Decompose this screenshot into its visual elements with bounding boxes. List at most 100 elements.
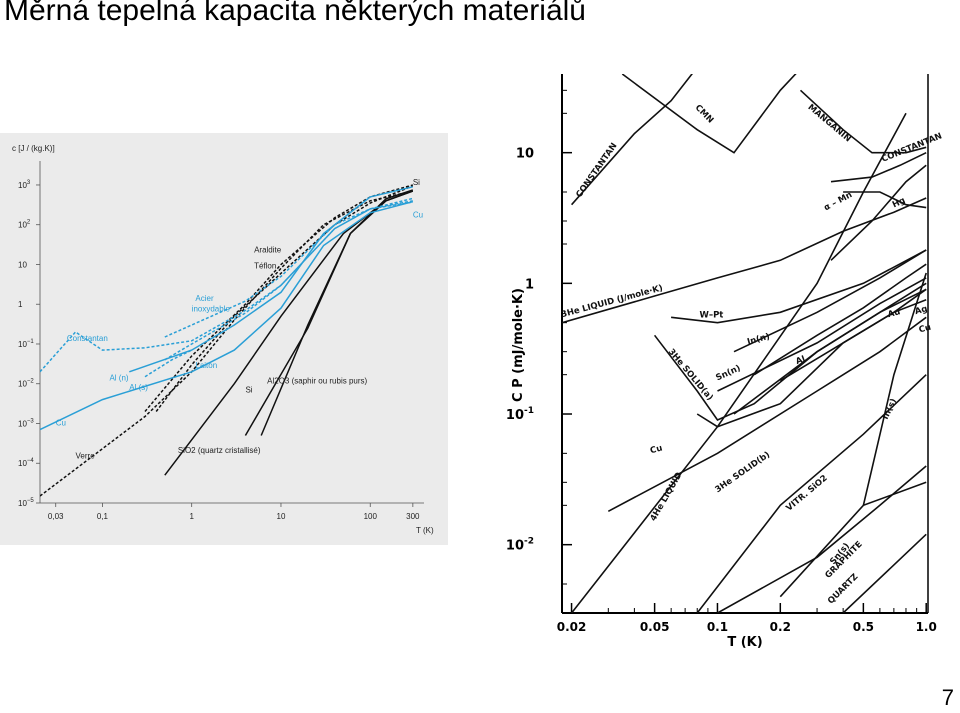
left-y-tick-label: 10−4 xyxy=(18,458,34,468)
right-series-vitr-sio2 xyxy=(696,374,927,613)
right-label-hg: Hg xyxy=(891,196,907,211)
right-series-3he-solid-a xyxy=(653,288,927,421)
left-x-tick-label: 1 xyxy=(189,512,194,521)
left-label-sio2-quartz-cristallise: SiO2 (quartz cristallisé) xyxy=(178,446,261,455)
right-label-3he-solid-a: 3He SOLID(a) xyxy=(666,347,715,403)
right-x-tick-label: 0.02 xyxy=(557,620,587,634)
left-series-teflon xyxy=(155,185,414,412)
right-label-cu: Cu xyxy=(649,443,663,456)
right-x-tick-label: 0.5 xyxy=(853,620,874,634)
right-series-sn-s xyxy=(779,481,927,598)
right-label-in-s: In(s) xyxy=(881,397,899,421)
left-series-constantan xyxy=(40,200,413,373)
left-x-tick-label: 100 xyxy=(364,512,378,521)
left-series-acier-inoxydable xyxy=(164,197,413,338)
right-label-3he-liquid-j-mole-k: 3He LIQUID (J/mole·K) xyxy=(560,283,664,320)
left-series-verre xyxy=(40,190,413,497)
left-label-constantan: Constantan xyxy=(67,334,108,343)
right-label-in-n: In(n) xyxy=(746,332,771,348)
left-y-tick-label: 102 xyxy=(18,220,31,230)
right-series-w-pt xyxy=(671,249,927,324)
left-x-axis-label: T (K) xyxy=(416,526,434,535)
left-series-al-s xyxy=(144,349,193,378)
slide-title: Měrná tepelná kapacita některých materiá… xyxy=(4,0,586,27)
right-series-cu xyxy=(607,316,927,513)
right-series-3he-liquid-j-mole-k xyxy=(562,197,927,324)
right-label-au: Au xyxy=(887,307,902,320)
right-label-quartz: QUARTZ xyxy=(826,572,860,606)
left-series-sio2-quartz-cristallise xyxy=(164,190,414,476)
right-series-4he-liquid xyxy=(570,112,907,613)
right-x-tick-label: 0.05 xyxy=(640,620,670,634)
right-y-tick-label: 10-1 xyxy=(506,406,534,423)
right-label-3he-solid-b: 3He SOLID(b) xyxy=(713,450,772,495)
page-number: 7 xyxy=(941,685,954,710)
right-label-manganin: MANGANIN xyxy=(806,103,853,145)
right-y-tick-label: 10 xyxy=(516,147,534,162)
right-series-mn xyxy=(843,191,927,209)
left-y-tick-label: 1 xyxy=(18,300,23,309)
right-series-au xyxy=(753,263,927,376)
right-x-tick-label: 0.1 xyxy=(707,620,728,634)
right-series-cmn xyxy=(621,74,797,154)
right-series-in-s xyxy=(862,272,927,506)
right-label-cmn: CMN xyxy=(693,103,715,125)
right-label-constantan: CONSTANTAN xyxy=(880,131,943,164)
left-label-al-s: Al (s) xyxy=(129,383,148,392)
right-label-ag: Ag xyxy=(914,304,929,317)
left-label-si: Si xyxy=(413,178,420,187)
left-y-tick-label: 10 xyxy=(18,260,27,269)
left-label-teflon: Téflon xyxy=(254,261,276,270)
right-series-quartz xyxy=(842,533,927,613)
right-series-sn-n xyxy=(717,277,927,392)
right-label-sn-s: Sn(s) xyxy=(828,541,852,567)
right-y-tick-label: 10-2 xyxy=(506,537,534,554)
right-series-constantan-right xyxy=(830,151,927,183)
left-y-tick-label: 10−3 xyxy=(18,418,34,428)
left-x-tick-label: 0,1 xyxy=(97,512,109,521)
left-series-al-n xyxy=(129,186,413,373)
right-label-4he-liquid: 4He LIQUID xyxy=(649,471,685,523)
left-x-tick-label: 0,03 xyxy=(48,512,64,521)
left-x-tick-label: 10 xyxy=(277,512,286,521)
right-label-constantan: CONSTANTAN xyxy=(574,141,619,199)
right-series-hg xyxy=(830,164,927,261)
right-y-tick-label: 1 xyxy=(525,277,534,292)
left-label-cu: Cu xyxy=(56,418,66,427)
right-label-w-pt: W–Pt xyxy=(699,310,723,320)
right-label-graphite: GRAPHITE xyxy=(823,539,864,580)
left-label-cu: Cu xyxy=(413,211,423,220)
left-label-acier: Acier xyxy=(195,294,214,303)
left-x-tick-label: 300 xyxy=(406,512,420,521)
left-y-tick-label: 10−1 xyxy=(18,339,34,349)
left-y-tick-label: 103 xyxy=(18,180,31,190)
left-y-tick-label: 10−5 xyxy=(18,498,34,508)
left-chart: 10−5 10−4 10−3 10−2 10−1 1 10 102 103 0,03 0,1 1 10 1… xyxy=(12,144,434,535)
left-label-verre: Verre xyxy=(76,452,96,461)
right-x-tick-label: 0.2 xyxy=(770,620,791,634)
right-y-axis-label: C P (mJ/mole·K) xyxy=(511,288,526,402)
left-label-araldite: Araldite xyxy=(254,246,282,255)
left-series-cu xyxy=(40,200,413,431)
right-x-axis-label: T (K) xyxy=(727,635,762,650)
left-label-si: Si xyxy=(245,386,252,395)
right-label-mn: α – Mn xyxy=(822,190,854,213)
left-label-laiton: Laiton xyxy=(195,361,217,370)
left-y-tick-label: 10−2 xyxy=(18,379,34,389)
left-label-al2o3-saphir-ou-rubis-purs: Al2O3 (saphir ou rubis purs) xyxy=(267,377,367,386)
right-label-vitr-sio2: VITR. SiO2 xyxy=(784,473,829,513)
right-series-constantan xyxy=(571,74,693,206)
left-series-al2o3-saphir-ou-rubis-purs xyxy=(244,189,414,436)
right-series-ag xyxy=(779,288,927,382)
left-label-al-n: Al (n) xyxy=(109,374,128,383)
right-series-al xyxy=(733,282,927,415)
right-series-graphite xyxy=(717,465,927,613)
left-series-laiton xyxy=(164,201,413,361)
right-series-3he-solid-b xyxy=(696,298,927,428)
left-label-inoxydable: inoxydable xyxy=(192,305,231,314)
right-x-tick-label: 1.0 xyxy=(916,620,937,634)
right-label-cu: Cu xyxy=(918,323,932,336)
right-series-manganin xyxy=(799,89,927,154)
right-label-sn-n: Sn(n) xyxy=(714,363,742,383)
right-label-al: Al xyxy=(794,354,806,367)
